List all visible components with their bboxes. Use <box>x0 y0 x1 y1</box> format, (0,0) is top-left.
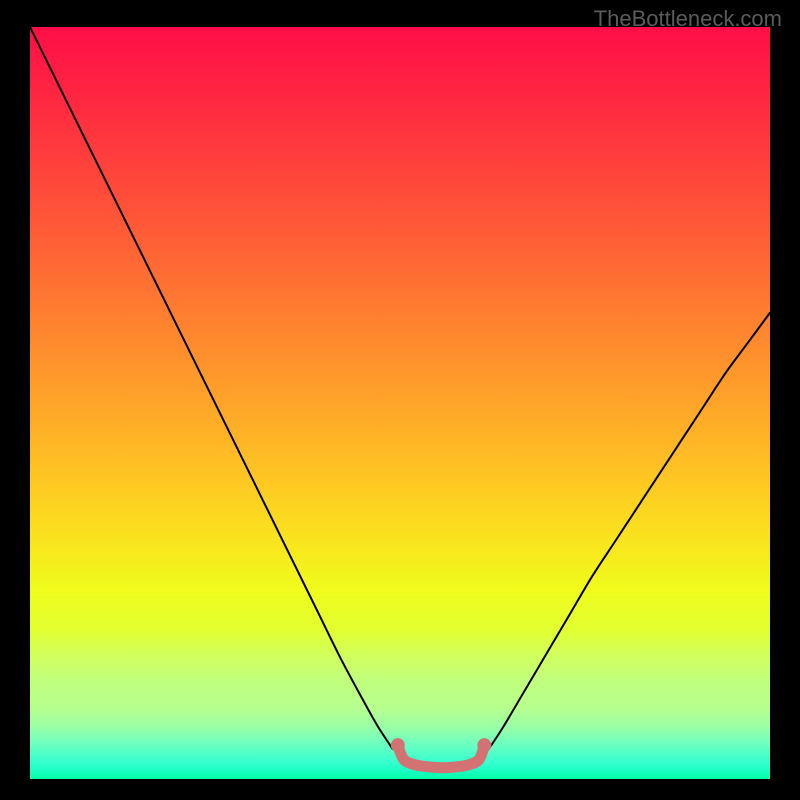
curve-left-branch <box>30 27 393 749</box>
watermark-text: TheBottleneck.com <box>594 6 782 32</box>
plot-area <box>30 27 770 779</box>
bottom-marker-dot-left <box>391 738 405 752</box>
bottom-marker-dot-right <box>477 738 491 752</box>
curve-right-branch <box>489 313 770 749</box>
chart-container: TheBottleneck.com <box>0 0 800 800</box>
bottom-marker-line <box>398 745 485 768</box>
curve-layer <box>30 27 770 779</box>
